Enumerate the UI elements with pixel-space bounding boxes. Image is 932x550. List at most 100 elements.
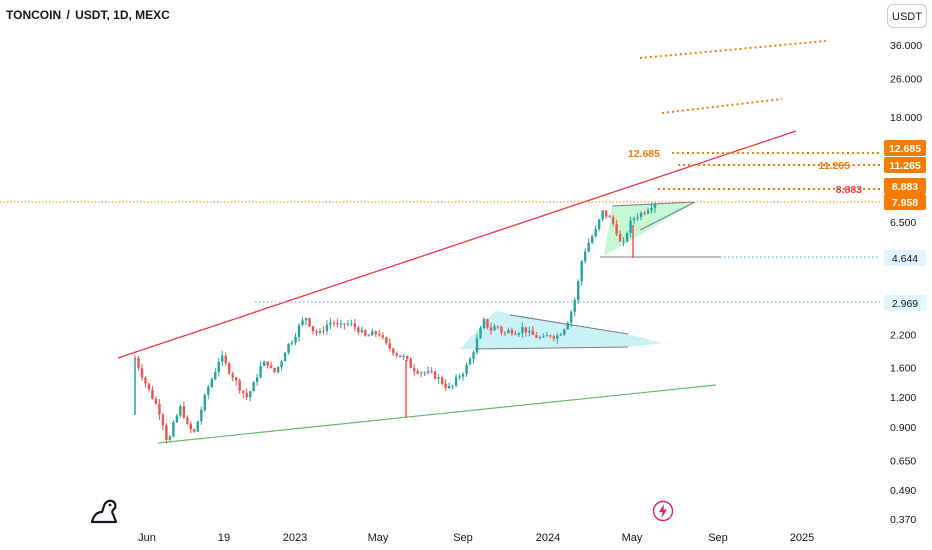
candle-body bbox=[461, 374, 465, 377]
candle-body bbox=[412, 368, 416, 372]
candle-body bbox=[381, 335, 384, 338]
candle-body bbox=[538, 337, 542, 339]
candle-body bbox=[255, 377, 259, 383]
candle-body bbox=[221, 355, 224, 362]
price-tick-label: 26.000 bbox=[890, 74, 922, 86]
candle-body bbox=[440, 377, 444, 384]
candle-body bbox=[151, 389, 154, 399]
candle-body bbox=[322, 331, 325, 333]
candle-body bbox=[615, 223, 618, 234]
candle-body bbox=[521, 327, 524, 334]
candle-body bbox=[269, 365, 273, 368]
price-tick-label: 0.490 bbox=[890, 485, 916, 497]
candle-body bbox=[357, 327, 360, 333]
candle-body bbox=[252, 382, 255, 392]
candle-body bbox=[409, 358, 412, 369]
candle-body bbox=[433, 371, 437, 379]
candle-body bbox=[472, 352, 475, 359]
candle-body bbox=[182, 406, 186, 418]
price-tag-blue bbox=[884, 250, 926, 266]
candle-body bbox=[646, 210, 650, 214]
price-tick-label: 0.650 bbox=[890, 456, 916, 468]
candle-body bbox=[528, 330, 531, 333]
candle-body bbox=[545, 335, 549, 337]
interval-label[interactable]: 1D bbox=[113, 8, 129, 22]
currency-button[interactable]: USDT bbox=[887, 4, 927, 28]
candle-body bbox=[632, 218, 636, 221]
price-tick-label: 1.200 bbox=[890, 392, 916, 404]
candle-body bbox=[573, 300, 576, 312]
candle-body bbox=[161, 414, 165, 426]
candle-body bbox=[297, 325, 301, 337]
candle-body bbox=[517, 333, 521, 335]
candle-body bbox=[524, 327, 528, 333]
price-tick-label: 1.600 bbox=[890, 362, 916, 374]
candle-body bbox=[458, 376, 461, 378]
candle-body bbox=[137, 358, 140, 369]
flash-icon[interactable] bbox=[652, 500, 674, 522]
candle-body bbox=[629, 220, 632, 233]
price-tick-label: 6.500 bbox=[890, 217, 916, 229]
candle-body bbox=[168, 436, 172, 440]
candle-body bbox=[402, 356, 405, 358]
candle-body bbox=[479, 328, 482, 339]
target-line-36 bbox=[639, 40, 827, 59]
candle-body bbox=[503, 332, 507, 334]
candle-body bbox=[465, 364, 468, 375]
candle-body bbox=[507, 330, 510, 334]
candle-body bbox=[294, 336, 297, 343]
price-tag-orange bbox=[884, 178, 926, 194]
quote-label: USDT bbox=[75, 8, 107, 22]
price-tag-orange bbox=[884, 194, 926, 210]
candle-body bbox=[531, 330, 535, 336]
candles-layer bbox=[133, 202, 657, 443]
candle-body bbox=[395, 353, 398, 356]
price-tag-label: 4.644 bbox=[892, 253, 918, 265]
price-tags: 12.685 11.265 8.883 7.958 4.644 2.969 bbox=[884, 140, 926, 311]
support-trendline bbox=[157, 384, 717, 444]
candle-body bbox=[224, 355, 227, 364]
candle-body bbox=[577, 281, 580, 301]
candle-body bbox=[608, 216, 611, 218]
time-tick-label: Sep bbox=[708, 532, 728, 544]
time-tick-label: 2024 bbox=[536, 532, 560, 544]
wedge-upper-line bbox=[611, 201, 696, 207]
candle-body bbox=[280, 361, 283, 367]
price-tag-orange bbox=[884, 140, 926, 156]
candle-body bbox=[423, 372, 426, 374]
candle-body bbox=[601, 210, 604, 220]
price-tag-label: 11.265 bbox=[889, 160, 921, 172]
candle-body bbox=[165, 425, 168, 440]
candle-body bbox=[367, 335, 371, 337]
candle-body bbox=[287, 343, 290, 353]
candle-body bbox=[590, 236, 594, 243]
candle-body bbox=[329, 322, 332, 325]
candle-body bbox=[416, 371, 419, 374]
candle-body bbox=[570, 311, 573, 323]
candle-body bbox=[360, 330, 364, 333]
candle-body bbox=[388, 343, 391, 349]
candle-body bbox=[426, 371, 430, 373]
candle-body bbox=[200, 409, 203, 422]
candle-body bbox=[371, 331, 374, 336]
candle-body bbox=[311, 326, 315, 332]
candle-body bbox=[653, 203, 657, 209]
candle-body bbox=[304, 318, 308, 321]
candle-body bbox=[189, 423, 193, 430]
candle-body bbox=[639, 212, 643, 218]
price-tick-label: 36.000 bbox=[890, 40, 922, 52]
triangle-pattern bbox=[460, 311, 662, 349]
candle-body bbox=[332, 322, 336, 324]
price-tag-label: 2.969 bbox=[892, 298, 918, 310]
candle-body bbox=[262, 361, 266, 366]
candle-body bbox=[214, 372, 217, 380]
candle-body bbox=[378, 333, 381, 336]
candle-body bbox=[273, 367, 276, 373]
candle-body bbox=[584, 251, 587, 262]
triangle-lower-line bbox=[474, 346, 629, 350]
candle-body bbox=[374, 331, 378, 334]
candle-body bbox=[245, 392, 248, 398]
price-axis: 36.000 26.000 18.000 6.500 2.200 1.600 1.200 0.… bbox=[890, 40, 922, 526]
candle-body bbox=[336, 323, 339, 325]
